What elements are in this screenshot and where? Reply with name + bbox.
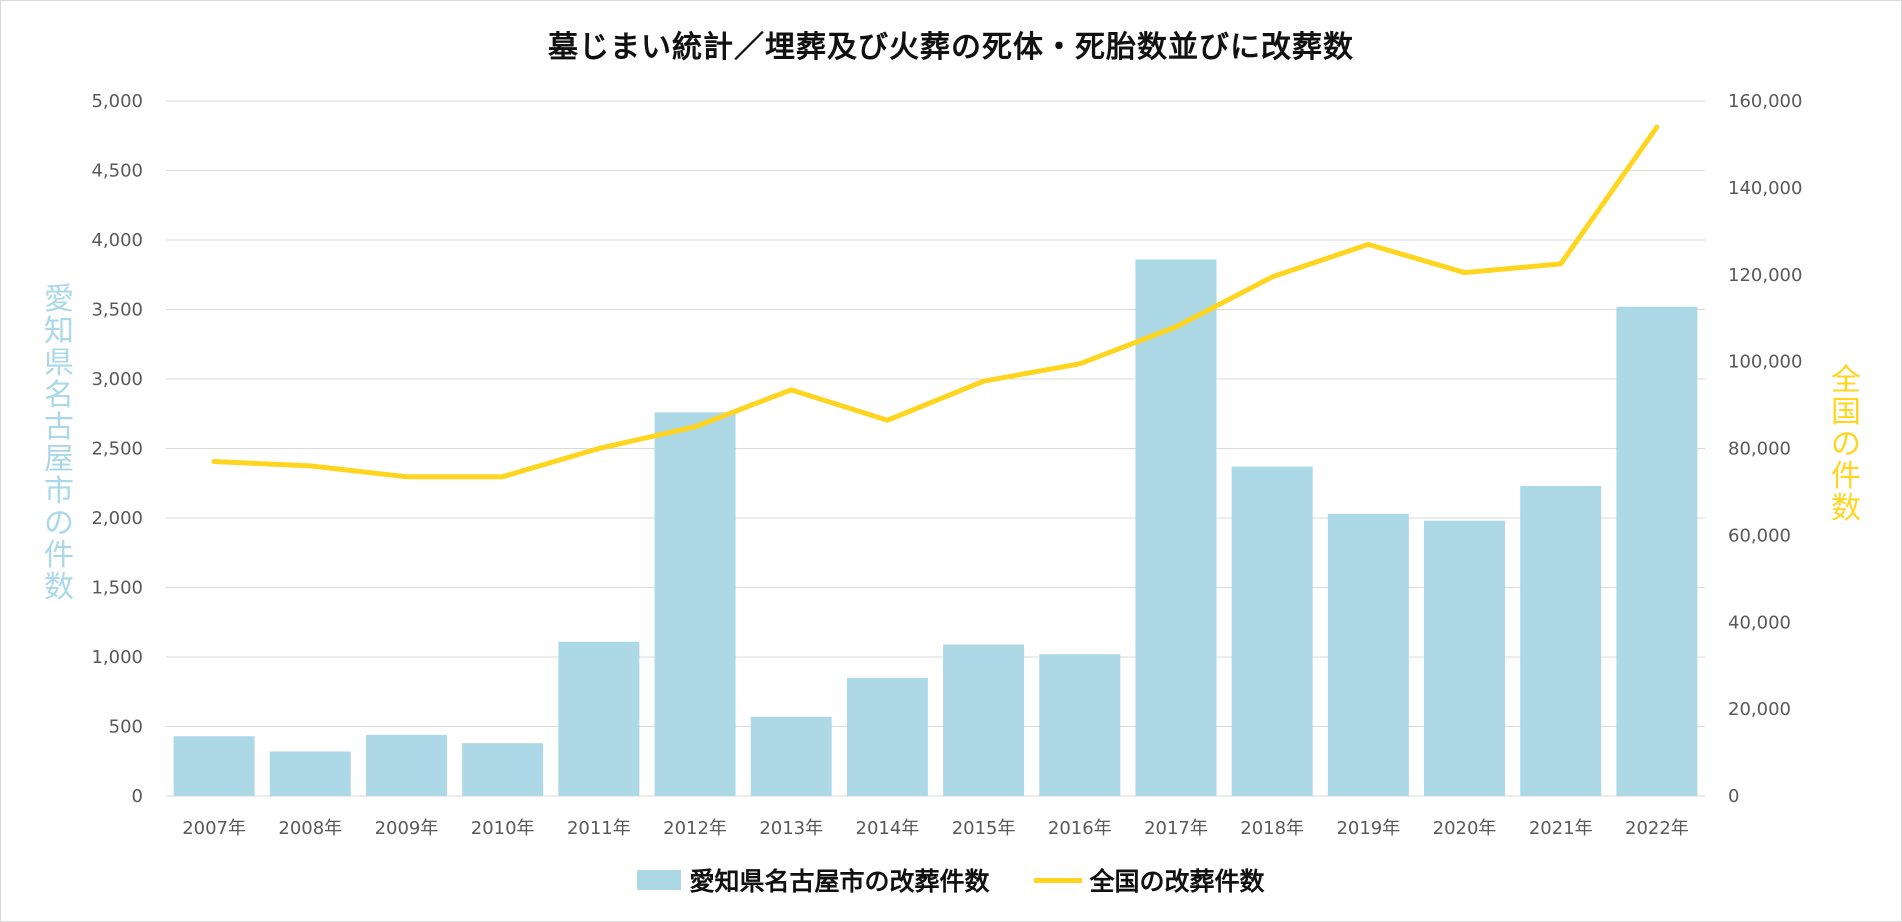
legend-label-line: 全国の改葬件数 bbox=[1089, 867, 1265, 896]
bar bbox=[1039, 654, 1121, 796]
right-tick-label: 140,000 bbox=[1728, 178, 1802, 199]
bar bbox=[1327, 513, 1409, 796]
right-tick-label: 0 bbox=[1728, 786, 1739, 807]
left-tick-label: 2,500 bbox=[91, 439, 143, 460]
bar bbox=[846, 677, 928, 796]
left-tick-label: 3,500 bbox=[91, 300, 143, 321]
x-tick-label: 2015年 bbox=[952, 818, 1016, 839]
legend-item-line: 全国の改葬件数 bbox=[1033, 862, 1265, 898]
left-tick-label: 2,000 bbox=[91, 508, 143, 529]
legend-swatch-bar bbox=[637, 870, 682, 890]
right-tick-label: 80,000 bbox=[1728, 439, 1791, 460]
x-tick-label: 2009年 bbox=[375, 818, 439, 839]
x-tick-label: 2019年 bbox=[1336, 818, 1400, 839]
bar bbox=[269, 751, 351, 796]
x-tick-label: 2012年 bbox=[663, 818, 727, 839]
national-series-line bbox=[211, 124, 1660, 480]
right-tick-label: 100,000 bbox=[1728, 352, 1802, 373]
bar bbox=[1231, 466, 1313, 796]
legend: 愛知県名古屋市の改葬件数 全国の改葬件数 bbox=[0, 862, 1902, 898]
right-tick-label: 40,000 bbox=[1728, 612, 1791, 633]
right-tick-label: 120,000 bbox=[1728, 265, 1802, 286]
legend-item-bar: 愛知県名古屋市の改葬件数 bbox=[637, 862, 990, 898]
left-tick-label: 1,000 bbox=[91, 647, 143, 668]
left-tick-label: 3,000 bbox=[91, 369, 143, 390]
x-tick-label: 2016年 bbox=[1048, 818, 1112, 839]
bar bbox=[1520, 486, 1602, 796]
x-tick-label: 2021年 bbox=[1529, 818, 1593, 839]
bar bbox=[558, 641, 640, 796]
bar bbox=[1135, 259, 1217, 797]
legend-swatch-line bbox=[1033, 877, 1082, 883]
x-tick-label: 2010年 bbox=[471, 818, 535, 839]
chart-title: 墓じまい統計／埋葬及び火葬の死体・死胎数並びに改葬数 bbox=[548, 30, 1354, 65]
bar bbox=[1616, 306, 1698, 796]
left-tick-label: 4,500 bbox=[91, 161, 143, 182]
right-tick-label: 160,000 bbox=[1728, 91, 1802, 112]
legend-label-bar: 愛知県名古屋市の改葬件数 bbox=[689, 867, 990, 896]
bar bbox=[943, 644, 1025, 796]
x-tick-label: 2011年 bbox=[567, 818, 631, 839]
right-tick-label: 20,000 bbox=[1728, 699, 1791, 720]
x-tick-label: 2014年 bbox=[856, 818, 920, 839]
x-tick-label: 2007年 bbox=[182, 818, 246, 839]
bar bbox=[1424, 520, 1506, 796]
right-axis-label: 全国の件数 bbox=[1831, 363, 1861, 526]
left-tick-label: 1,500 bbox=[91, 578, 143, 599]
bar bbox=[173, 736, 255, 796]
right-tick-label: 60,000 bbox=[1728, 525, 1791, 546]
bar bbox=[462, 743, 544, 796]
bar bbox=[654, 412, 736, 796]
x-tick-label: 2017年 bbox=[1144, 818, 1208, 839]
bar bbox=[750, 716, 832, 796]
x-tick-label: 2013年 bbox=[759, 818, 823, 839]
left-tick-label: 0 bbox=[132, 786, 143, 807]
x-tick-label: 2008年 bbox=[278, 818, 342, 839]
x-tick-label: 2020年 bbox=[1433, 818, 1497, 839]
bar bbox=[365, 734, 447, 796]
left-tick-label: 5,000 bbox=[91, 91, 143, 112]
left-axis-label: 愛知県名古屋市の件数 bbox=[44, 282, 74, 605]
x-tick-label: 2018年 bbox=[1240, 818, 1304, 839]
left-tick-label: 4,000 bbox=[91, 230, 143, 251]
x-tick-label: 2022年 bbox=[1625, 818, 1689, 839]
left-tick-label: 500 bbox=[109, 717, 143, 738]
